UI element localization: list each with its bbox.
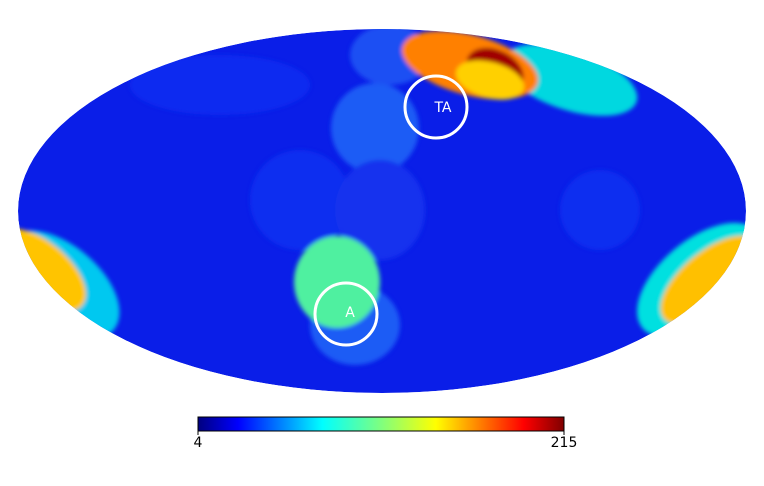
marker-circle	[403, 74, 469, 140]
sky-map	[18, 29, 746, 393]
marker-label: TA	[433, 100, 451, 116]
colorbar	[197, 416, 565, 432]
marker-circle	[313, 281, 379, 347]
colorbar-tick-label: 215	[551, 435, 578, 451]
colorbar-tick-label: 4	[194, 435, 203, 451]
marker-label: A	[345, 305, 355, 321]
